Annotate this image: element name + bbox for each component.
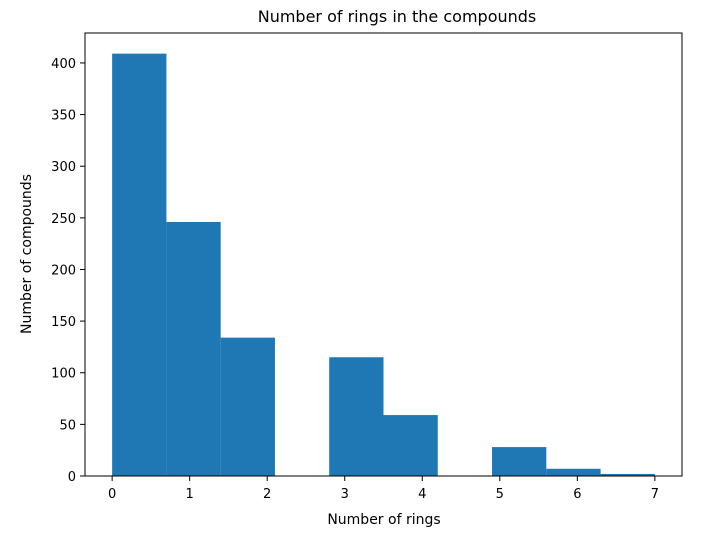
y-tick-label: 400 (51, 57, 76, 72)
histogram-bar (220, 337, 275, 476)
y-tick-label: 50 (59, 418, 76, 433)
x-tick-label: 5 (496, 487, 504, 502)
histogram-bar (329, 357, 384, 476)
y-axis-label: Number of compounds (19, 174, 35, 334)
x-tick-label: 4 (418, 487, 426, 502)
histogram-bar (492, 447, 547, 476)
histogram-bar (546, 468, 601, 476)
y-tick-label: 150 (51, 315, 76, 330)
x-axis-label: Number of rings (327, 512, 440, 528)
y-tick-label: 100 (51, 367, 76, 382)
plot-frame (84, 32, 683, 477)
x-tick-label: 6 (573, 487, 581, 502)
chart-title: Number of rings in the compounds (258, 7, 537, 26)
histogram-bar (166, 221, 221, 476)
x-tick-label: 2 (263, 487, 271, 502)
histogram-bar (112, 53, 167, 476)
y-tick-label: 300 (51, 160, 76, 175)
x-tick-label: 1 (186, 487, 194, 502)
y-tick-label: 200 (51, 263, 76, 278)
histogram-bar (383, 415, 438, 476)
x-ticks: 0 1 2 3 4 5 6 7 (108, 476, 659, 502)
y-tick-label: 0 (68, 470, 76, 485)
y-ticks: 0 50 100 150 200 250 300 350 400 (51, 57, 85, 485)
bars (112, 53, 655, 476)
histogram-bar (600, 473, 655, 476)
x-tick-label: 3 (341, 487, 349, 502)
x-tick-label: 0 (108, 487, 116, 502)
x-tick-label: 7 (651, 487, 659, 502)
y-tick-label: 250 (51, 212, 76, 227)
y-tick-label: 350 (51, 109, 76, 124)
